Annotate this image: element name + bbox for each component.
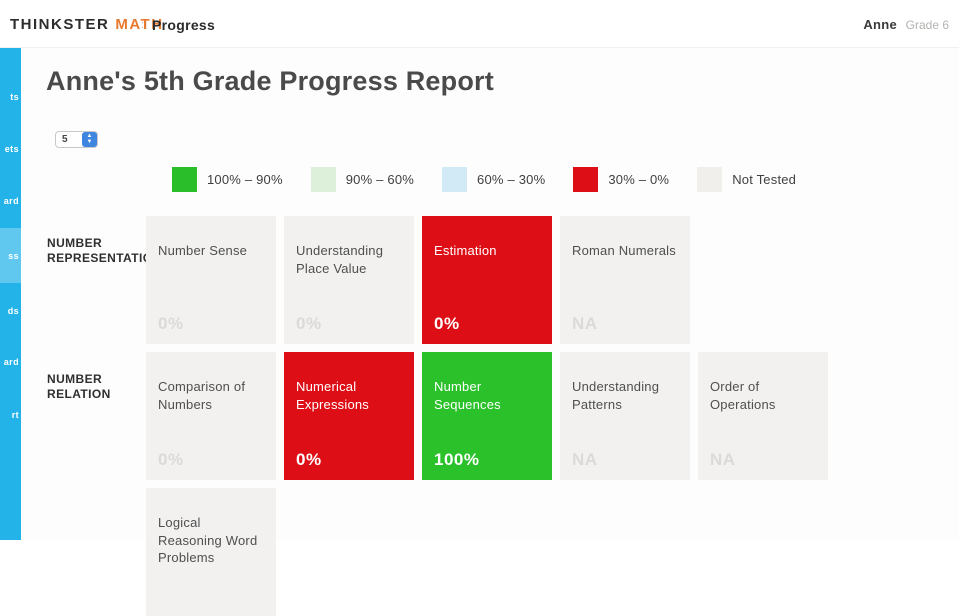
legend-swatch-not-tested [697,167,723,192]
sidebar-item-6[interactable]: ard [0,336,21,388]
legend-swatch-green [172,167,197,192]
skill-card-score: 0% [434,314,460,333]
row-label: NUMBER REPRESENTATION [47,236,162,265]
skill-card-title: Understanding Patterns [572,379,660,412]
skill-card-numerical-expressions[interactable]: Numerical Expressions 0% [284,352,414,480]
skill-card-understanding-patterns[interactable]: Understanding Patterns NA [560,352,690,480]
legend-item: 60% – 30% [442,167,545,192]
app-logo[interactable]: THINKSTER MATH [10,16,164,33]
sidebar-item-label: rt [11,410,19,420]
legend-label: Not Tested [732,172,797,187]
skill-card-title: Order of Operations [710,379,776,412]
skill-card-score: NA [572,314,598,333]
legend-swatch-light-blue [442,167,468,192]
skill-card-score: 0% [158,314,184,333]
sidebar-item-label: ard [3,196,19,206]
row-label [21,488,146,616]
legend-label: 100% – 90% [207,172,283,187]
skill-card-score: 100% [434,450,480,469]
skill-card-score: NA [572,450,598,469]
skill-card-title: Comparison of Numbers [158,379,246,412]
legend-item: Not Tested [697,167,796,192]
sidebar-item-3[interactable]: ard [0,175,21,227]
grade-select-value: 5 [62,134,68,145]
sidebar-item-label: ds [7,306,19,316]
legend-item: 100% – 90% [172,167,283,192]
skill-card-logical-reasoning-word-problems[interactable]: Logical Reasoning Word Problems [146,488,276,616]
legend-item: 90% – 60% [310,167,415,192]
sidebar-item-label: ts [10,92,19,102]
main-content: Anne's 5th Grade Progress Report 5 ▲ ▼ 10… [21,48,959,616]
top-bar: THINKSTER MATH : Progress Anne Grade 6 [0,0,959,48]
sidebar-item-progress-selected[interactable]: ss [0,228,21,283]
sidebar-item-5[interactable]: ds [0,285,21,337]
skill-card-number-sequences[interactable]: Number Sequences 100% [422,352,552,480]
skill-row-partial: Logical Reasoning Word Problems [21,488,284,616]
legend-swatch-red [573,167,599,192]
skill-card-estimation[interactable]: Estimation 0% [422,216,552,344]
legend-label: 90% – 60% [345,172,415,187]
legend-item: 30% – 0% [573,167,669,192]
skill-card-score: NA [710,450,736,469]
score-legend: 100% – 90% 90% – 60% 60% – 30% 30% – 0% … [172,167,824,192]
skill-card-title: Number Sense [158,243,248,258]
user-grade: Grade 6 [905,18,949,32]
sidebar-nav: ts ets ard ss ds ard rt [0,48,21,540]
select-stepper-icon: ▲ ▼ [82,132,97,147]
row-label: NUMBER RELATION [47,372,111,401]
skill-card-score: 0% [296,314,322,333]
sidebar-item-2[interactable]: ets [0,123,21,175]
skill-card-comparison-of-numbers[interactable]: Comparison of Numbers 0% [146,352,276,480]
skill-card-number-sense[interactable]: Number Sense 0% [146,216,276,344]
skill-card-order-of-operations[interactable]: Order of Operations NA [698,352,828,480]
sidebar-item-label: ets [4,144,19,154]
page-title: Anne's 5th Grade Progress Report [46,66,494,96]
legend-label: 30% – 0% [608,172,670,187]
breadcrumb-page: Progress [152,17,216,33]
sidebar-item-7[interactable]: rt [0,389,21,441]
skill-card-score: 0% [158,450,184,469]
skill-card-title: Understanding Place Value [296,243,384,276]
skill-card-understanding-place-value[interactable]: Understanding Place Value 0% [284,216,414,344]
grade-select[interactable]: 5 ▲ ▼ [55,131,98,148]
sidebar-item-label: ss [8,250,19,261]
logo-brand-text: THINKSTER [10,16,110,33]
breadcrumb-separator: : [141,19,145,31]
skill-card-title: Estimation [434,243,497,258]
skill-card-score: 0% [296,450,322,469]
legend-swatch-light-green [310,167,336,192]
skill-card-title: Numerical Expressions [296,379,370,412]
legend-label: 60% – 30% [477,172,546,187]
skill-row-number-relation: NUMBER RELATION Comparison of Numbers 0%… [21,352,836,480]
sidebar-item-label: ard [3,357,19,367]
skill-card-title: Roman Numerals [572,243,676,258]
sidebar-item-1[interactable]: ts [0,71,21,123]
logo-product-text: MATH [115,16,164,33]
user-name: Anne [863,17,898,32]
skill-row-number-representation: NUMBER REPRESENTATION Number Sense 0% Un… [21,216,698,344]
skill-card-roman-numerals[interactable]: Roman Numerals NA [560,216,690,344]
user-info[interactable]: Anne Grade 6 [863,17,949,32]
skill-card-title: Number Sequences [434,379,501,412]
skill-card-title: Logical Reasoning Word Problems [158,515,258,566]
